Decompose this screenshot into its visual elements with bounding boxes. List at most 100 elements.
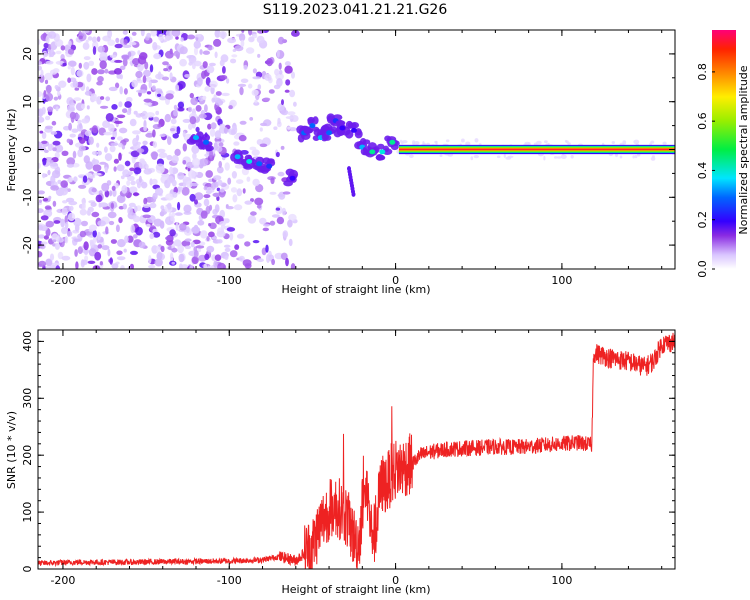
noise-blob — [282, 191, 291, 195]
noise-blob — [49, 162, 58, 167]
noise-blob — [137, 55, 147, 65]
noise-blob — [81, 103, 86, 110]
noise-blob — [126, 175, 135, 181]
noise-blob — [67, 77, 71, 83]
noise-blob — [54, 85, 59, 90]
noise-blob — [133, 110, 138, 115]
y-tick-label: 100 — [21, 502, 34, 523]
noise-blob — [179, 223, 187, 231]
noise-blob — [241, 30, 245, 33]
noise-blob — [158, 96, 167, 101]
noise-blob — [56, 237, 64, 243]
noise-blob — [191, 157, 200, 167]
noise-blob — [111, 104, 118, 110]
noise-blob — [146, 112, 155, 118]
noise-blob — [92, 229, 97, 238]
noise-blob — [231, 171, 237, 179]
noise-blob — [247, 215, 257, 224]
noise-blob — [214, 30, 221, 38]
noise-blob — [49, 49, 55, 58]
noise-blob — [85, 172, 93, 177]
noise-blob — [195, 126, 200, 133]
noise-blob — [93, 235, 97, 245]
noise-blob — [263, 223, 270, 227]
noise-blob — [138, 241, 146, 249]
signal-blob — [326, 130, 333, 136]
noise-blob — [229, 250, 238, 258]
colorbar-tick-label: 0.8 — [696, 63, 709, 81]
noise-blob — [190, 56, 194, 62]
noise-blob — [102, 120, 111, 128]
noise-blob — [248, 30, 253, 36]
noise-blob — [177, 101, 185, 109]
noise-blob — [101, 245, 110, 251]
noise-blob — [137, 62, 145, 72]
noise-blob — [216, 146, 223, 153]
noise-blob — [56, 91, 61, 96]
noise-blob — [190, 182, 199, 187]
noise-blob — [119, 74, 124, 80]
noise-blob — [291, 30, 300, 37]
noise-blob — [38, 234, 45, 239]
x-tick-label: -100 — [217, 274, 242, 287]
noise-blob — [54, 144, 64, 153]
noise-blob — [251, 149, 260, 156]
noise-blob — [165, 236, 174, 241]
noise-blob — [142, 203, 151, 208]
noise-blob — [188, 61, 193, 66]
noise-blob — [205, 170, 213, 178]
noise-blob — [113, 158, 119, 164]
noise-blob — [281, 207, 287, 216]
noise-blob — [208, 223, 212, 227]
noise-blob — [135, 70, 143, 79]
snr-y-label: SNR (10 * v/v) — [5, 411, 18, 489]
noise-blob — [234, 244, 240, 250]
noise-blob — [234, 45, 244, 52]
noise-blob — [224, 162, 230, 171]
noise-blob — [149, 178, 153, 186]
noise-blob — [280, 252, 288, 260]
noise-blob — [244, 263, 252, 269]
noise-blob — [248, 83, 253, 89]
noise-blob — [288, 213, 297, 222]
noise-blob — [277, 171, 285, 177]
noise-blob — [92, 172, 102, 176]
noise-blob — [137, 50, 141, 55]
noise-blob — [219, 59, 225, 67]
noise-blob — [256, 204, 262, 209]
noise-blob — [38, 146, 47, 152]
noise-blob — [74, 249, 78, 257]
noise-blob — [38, 224, 43, 231]
noise-blob — [42, 172, 46, 179]
noise-blob — [224, 247, 231, 252]
noise-blob — [252, 76, 262, 80]
noise-blob — [175, 36, 179, 40]
noise-blob — [142, 140, 148, 146]
y-tick-label: 300 — [21, 388, 34, 409]
noise-blob — [111, 185, 116, 191]
noise-blob — [193, 250, 199, 258]
noise-blob — [73, 217, 82, 227]
noise-blob — [182, 143, 187, 152]
noise-blob — [123, 248, 127, 253]
noise-blob — [45, 84, 52, 94]
noise-blob — [119, 65, 126, 71]
noise-blob — [619, 155, 623, 159]
noise-blob — [143, 168, 153, 175]
noise-blob — [270, 177, 275, 185]
noise-blob — [50, 131, 58, 135]
noise-blob — [190, 97, 198, 106]
noise-blob — [260, 122, 267, 127]
noise-blob — [68, 60, 77, 67]
spectrogram-x-ticks: -200 -100 0 100 — [50, 30, 663, 287]
signal-blob — [345, 129, 354, 139]
noise-blob — [61, 207, 68, 215]
x-tick-label: -200 — [50, 274, 75, 287]
y-tick-label: 400 — [21, 331, 34, 352]
signal-blob — [309, 123, 316, 129]
noise-blob — [79, 230, 87, 238]
noise-blob — [124, 160, 131, 167]
signal-blob — [303, 127, 312, 135]
noise-blob — [261, 247, 267, 256]
spectrogram-y-ticks: 20 10 0 -10 -20 — [21, 29, 675, 270]
